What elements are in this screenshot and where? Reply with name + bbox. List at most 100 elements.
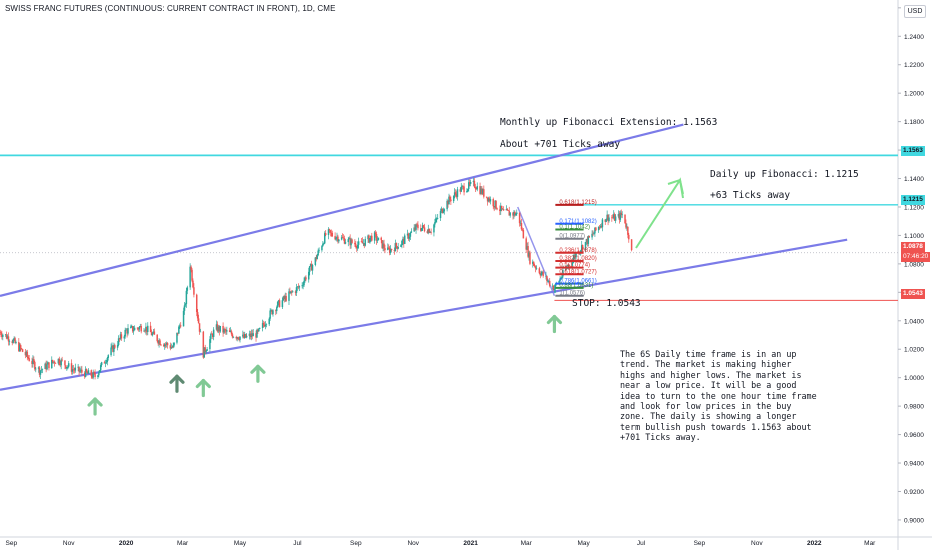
candle-body [37, 367, 40, 369]
candle-body [368, 235, 370, 243]
candle [482, 188, 484, 196]
candle [415, 223, 417, 234]
candle-body [132, 330, 135, 332]
candle-body [136, 327, 139, 329]
candle [354, 239, 356, 247]
candle-body [520, 222, 523, 230]
candle-body [480, 188, 482, 194]
candle [581, 244, 584, 253]
candle-body [99, 370, 101, 373]
candle-body [183, 305, 186, 311]
candle [494, 199, 496, 210]
candle-body [276, 301, 279, 308]
candle [493, 205, 495, 212]
candle [87, 368, 90, 374]
candle [248, 330, 251, 340]
candle [617, 210, 620, 219]
candle-body [255, 333, 257, 338]
candle [526, 242, 528, 250]
candle [382, 240, 384, 252]
candle [340, 235, 343, 241]
candle [157, 339, 159, 346]
candle-body [479, 186, 481, 194]
candle-body [416, 224, 418, 225]
candle-body [599, 225, 602, 228]
candle-body [329, 230, 332, 233]
candle [608, 214, 610, 223]
candle [178, 325, 180, 334]
candle-body [628, 234, 630, 240]
candle-body [243, 334, 246, 338]
candle-body [630, 239, 633, 251]
candle-body [410, 231, 413, 233]
candle [375, 231, 378, 245]
candle [183, 302, 186, 315]
candle-body [495, 200, 497, 209]
candle-body [291, 291, 293, 293]
candle [284, 292, 286, 303]
candle [70, 359, 73, 375]
stop-annotation: STOP: 1.0543 [572, 298, 641, 309]
candle-body [99, 365, 102, 371]
candle [98, 370, 100, 378]
candle-body [67, 363, 70, 367]
candle [222, 322, 224, 337]
candle-body [323, 243, 325, 244]
candle-body [173, 342, 175, 346]
candle-body [513, 211, 515, 216]
candle [243, 331, 245, 339]
candle [371, 232, 373, 242]
candle [466, 188, 468, 193]
candle [106, 356, 109, 366]
candle-body [165, 343, 168, 345]
candle [19, 343, 22, 352]
candle [6, 334, 9, 340]
candle [532, 259, 534, 268]
candle-body [275, 307, 278, 312]
candle-body [149, 325, 152, 333]
candle-body [310, 264, 313, 271]
candle-body [235, 336, 238, 339]
candle [225, 328, 227, 335]
fib-level-label: 0(1.0977) [559, 234, 585, 240]
candle-body [93, 372, 95, 374]
candle-body [282, 296, 285, 301]
candle-body [263, 324, 266, 327]
candle-body [19, 345, 21, 351]
candle [446, 198, 448, 212]
candle-body [518, 212, 521, 224]
fib-level-label: 0.1(1.1042) [559, 224, 590, 230]
price-tag-daily-target: 1.1215 [901, 195, 925, 205]
candle [374, 230, 377, 238]
candle [381, 239, 383, 249]
candle-body [205, 350, 207, 352]
candle-body [163, 344, 166, 347]
candle [37, 366, 40, 373]
candle [408, 232, 411, 242]
candle-body [421, 225, 424, 228]
candle [281, 297, 284, 309]
candle-body [290, 291, 292, 293]
candle-body [439, 210, 442, 219]
candle [53, 360, 56, 367]
candle [350, 237, 352, 249]
candle-body [103, 362, 106, 364]
candle-body [151, 333, 154, 336]
candle [223, 328, 225, 334]
candle [499, 205, 501, 216]
candle-body [612, 217, 614, 219]
currency-label[interactable]: USD [904, 5, 926, 18]
candle [612, 210, 615, 220]
candle [24, 348, 27, 359]
candle [518, 212, 521, 227]
candle-body [83, 372, 86, 377]
candle-body [294, 291, 297, 293]
fib-level-label: 0.382(1.0820) [559, 256, 596, 262]
time-tick-label: Nov [407, 540, 419, 547]
candle-body [389, 248, 392, 253]
candle [13, 336, 15, 341]
candle [78, 366, 80, 376]
candle [367, 234, 369, 243]
